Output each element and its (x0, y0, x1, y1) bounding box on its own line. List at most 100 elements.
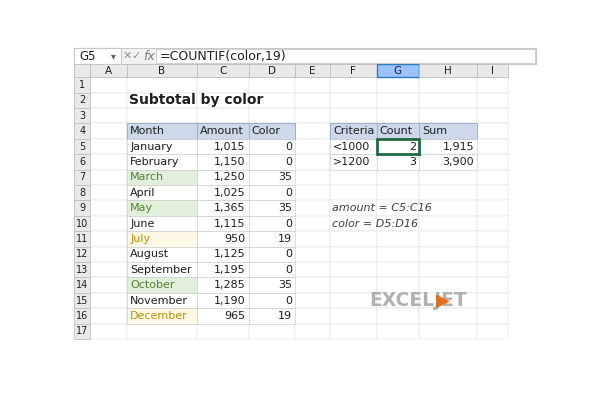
Bar (249, 185, 295, 200)
Bar (74, 308, 90, 324)
Bar (74, 124, 90, 139)
Text: April: April (130, 188, 156, 198)
Text: 0: 0 (285, 142, 292, 152)
Text: August: August (130, 249, 170, 259)
Bar (477, 93, 508, 108)
Bar (419, 93, 477, 108)
Bar (330, 124, 377, 139)
Bar (477, 139, 508, 154)
Bar (249, 139, 295, 154)
Bar (74, 293, 90, 308)
Text: December: December (130, 311, 188, 321)
Bar (330, 108, 377, 124)
Bar (197, 185, 249, 200)
Text: 8: 8 (79, 188, 85, 198)
Bar (477, 108, 508, 124)
Text: 3: 3 (79, 111, 85, 121)
Bar (127, 308, 197, 324)
Bar (419, 124, 477, 139)
Bar (197, 124, 249, 139)
Bar (127, 108, 197, 124)
Bar (249, 124, 295, 139)
Bar (74, 247, 90, 262)
Bar (74, 64, 90, 77)
Bar (377, 154, 419, 170)
Bar (377, 64, 419, 77)
Bar (127, 262, 197, 278)
Text: 1,025: 1,025 (214, 188, 246, 198)
Text: ✕: ✕ (123, 51, 131, 61)
Text: Color: Color (252, 126, 281, 136)
Bar (197, 139, 249, 154)
Text: fx: fx (143, 50, 155, 62)
Bar (197, 278, 249, 293)
Bar (249, 308, 295, 324)
Bar (377, 231, 419, 247)
Text: <1000: <1000 (333, 142, 371, 152)
Bar (249, 77, 295, 93)
Bar (330, 154, 377, 170)
Text: 15: 15 (76, 296, 88, 306)
Text: A: A (105, 66, 112, 76)
Bar (477, 170, 508, 185)
Text: 19: 19 (278, 234, 292, 244)
Text: 0: 0 (285, 265, 292, 275)
Bar (249, 139, 295, 154)
Bar (330, 139, 377, 154)
Bar (197, 139, 249, 154)
Bar (295, 170, 330, 185)
Text: 16: 16 (76, 311, 88, 321)
Bar (295, 139, 330, 154)
Text: E: E (309, 66, 316, 76)
Bar (419, 308, 477, 324)
Bar (197, 231, 249, 247)
Bar (477, 293, 508, 308)
Bar (90, 77, 127, 93)
Bar (249, 154, 295, 170)
Bar (90, 64, 127, 77)
Bar (127, 124, 197, 139)
Bar (197, 185, 249, 200)
Bar (295, 231, 330, 247)
Bar (377, 293, 419, 308)
Text: 5: 5 (79, 142, 85, 152)
Bar (127, 293, 197, 308)
Bar (127, 216, 197, 231)
Bar (419, 170, 477, 185)
Text: I: I (491, 66, 494, 76)
Bar (249, 200, 295, 216)
Bar (90, 154, 127, 170)
Bar (377, 308, 419, 324)
Bar (90, 293, 127, 308)
Bar (295, 324, 330, 339)
Bar (197, 278, 249, 293)
Bar (74, 108, 90, 124)
Bar (74, 324, 90, 339)
Bar (330, 278, 377, 293)
Bar (249, 247, 295, 262)
Bar (377, 124, 419, 139)
Text: =COUNTIF(color,19): =COUNTIF(color,19) (159, 50, 286, 62)
Bar (127, 231, 197, 247)
Bar (295, 247, 330, 262)
Bar (197, 93, 249, 108)
Bar (249, 200, 295, 216)
Text: 2: 2 (409, 142, 416, 152)
Text: 1,015: 1,015 (214, 142, 246, 152)
Text: 0: 0 (285, 188, 292, 198)
Text: 4: 4 (79, 126, 85, 136)
Text: February: February (130, 157, 180, 167)
Bar (197, 293, 249, 308)
Bar (127, 278, 197, 293)
Bar (127, 139, 197, 154)
Bar (418, 153, 421, 156)
Bar (127, 64, 197, 77)
Bar (377, 139, 419, 154)
Bar (197, 324, 249, 339)
Bar (197, 247, 249, 262)
Bar (249, 231, 295, 247)
Bar (249, 170, 295, 185)
Bar (249, 247, 295, 262)
Bar (127, 77, 197, 93)
Bar (127, 185, 197, 200)
